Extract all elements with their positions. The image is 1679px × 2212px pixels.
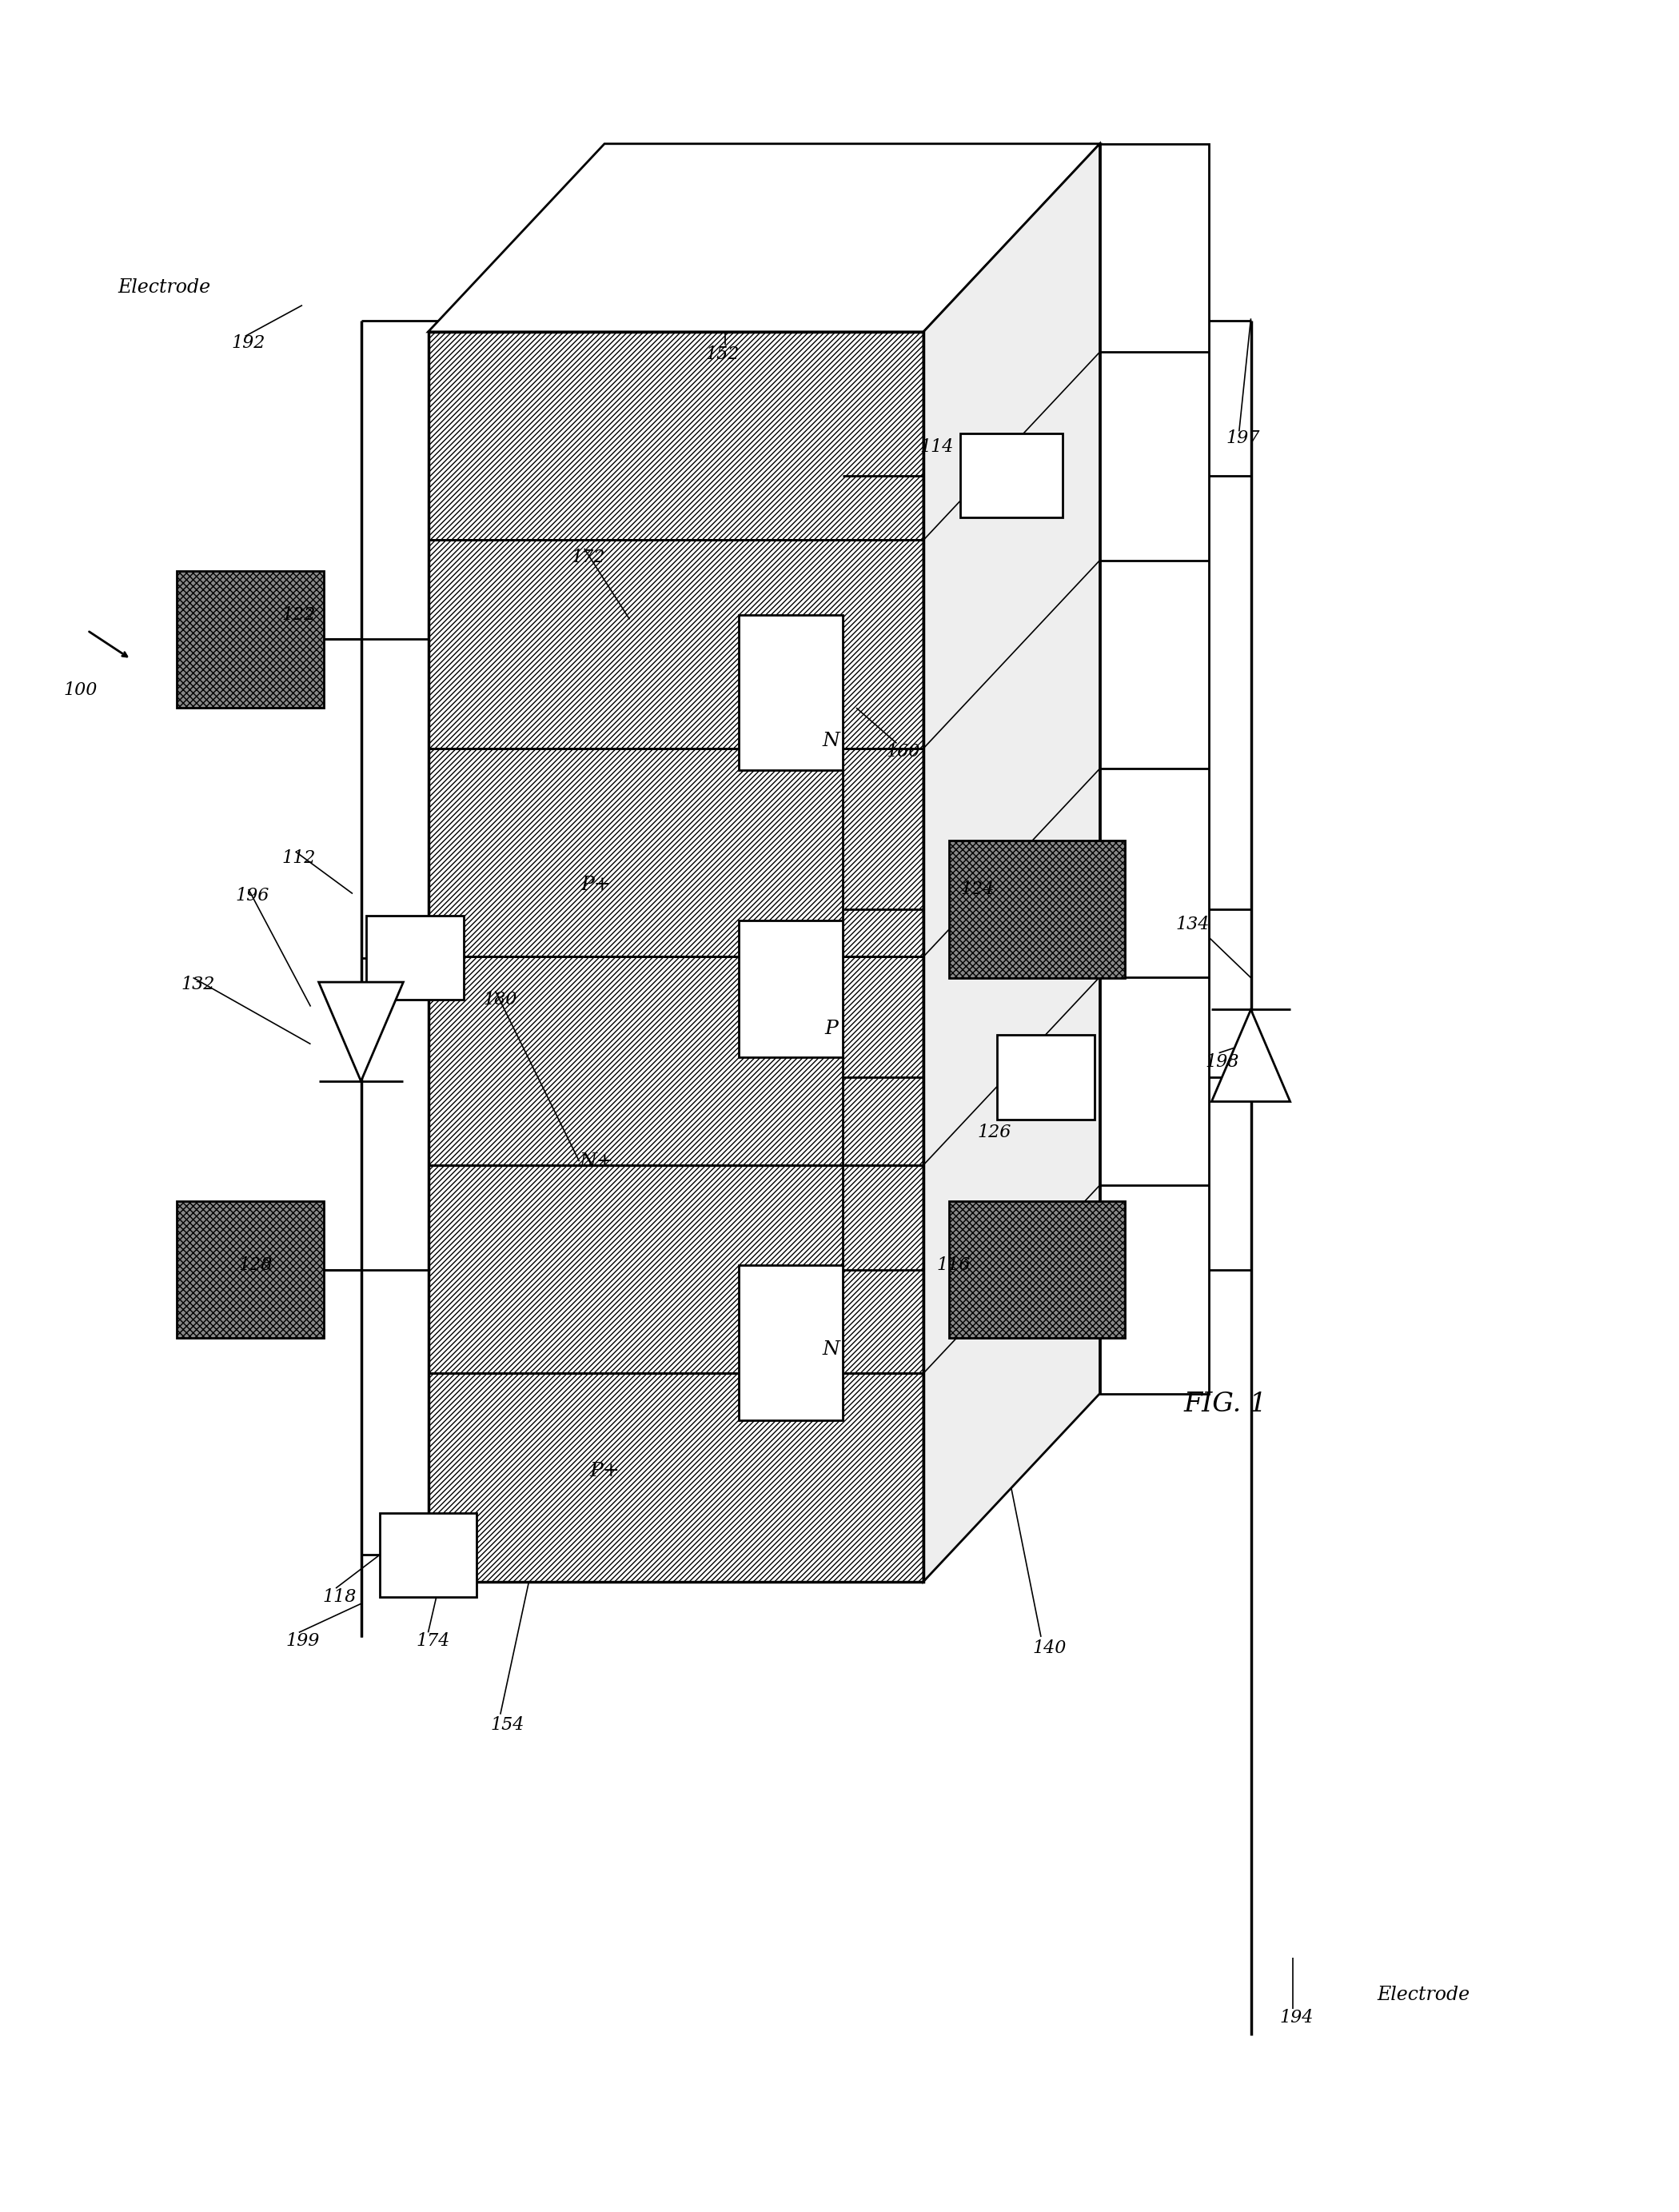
Text: 118: 118: [322, 1588, 356, 1606]
Text: 128: 128: [238, 1256, 272, 1274]
Bar: [428, 1166, 923, 1374]
Text: P+: P+: [581, 876, 611, 894]
Text: 194: 194: [1279, 2008, 1313, 2026]
Bar: [739, 1265, 843, 1420]
Text: 126: 126: [977, 1124, 1011, 1141]
Bar: [176, 1201, 324, 1338]
Text: 160: 160: [887, 743, 920, 761]
Text: 154: 154: [490, 1717, 524, 1734]
Bar: [428, 958, 923, 1166]
Polygon shape: [923, 144, 1100, 1582]
Text: N+: N+: [579, 1152, 613, 1170]
Bar: [739, 920, 843, 1057]
Text: 198: 198: [1206, 1053, 1239, 1071]
Text: 140: 140: [1033, 1639, 1066, 1657]
Bar: [949, 841, 1125, 978]
Bar: [366, 916, 463, 1000]
Bar: [428, 332, 923, 1582]
Polygon shape: [319, 982, 403, 1082]
Text: 124: 124: [960, 880, 994, 898]
Text: 114: 114: [920, 438, 954, 456]
Text: 199: 199: [285, 1632, 319, 1650]
Text: 197: 197: [1226, 429, 1259, 447]
Text: 174: 174: [416, 1632, 450, 1650]
Text: 112: 112: [282, 849, 316, 867]
Bar: [176, 571, 324, 708]
Bar: [428, 1374, 923, 1582]
Bar: [428, 332, 923, 540]
Text: P+: P+: [589, 1462, 620, 1480]
Text: N: N: [823, 1340, 840, 1358]
Bar: [1100, 144, 1209, 1394]
Text: FIG. 1: FIG. 1: [1184, 1391, 1268, 1418]
Bar: [960, 434, 1063, 518]
Text: Electrode: Electrode: [1377, 1986, 1469, 2004]
Text: 116: 116: [937, 1256, 970, 1274]
Text: 172: 172: [571, 549, 604, 566]
Text: 134: 134: [1175, 916, 1209, 933]
Text: N: N: [823, 732, 840, 750]
Text: 180: 180: [484, 991, 517, 1009]
Bar: [428, 540, 923, 748]
Text: 196: 196: [235, 887, 269, 905]
Polygon shape: [428, 144, 1100, 332]
Bar: [379, 1513, 477, 1597]
Text: 152: 152: [705, 345, 739, 363]
Polygon shape: [1212, 1009, 1289, 1102]
Text: P: P: [824, 1020, 838, 1037]
Bar: [739, 615, 843, 770]
Text: 100: 100: [64, 681, 97, 699]
Bar: [997, 1035, 1095, 1119]
Text: Electrode: Electrode: [118, 279, 212, 296]
Text: 122: 122: [282, 606, 316, 624]
Text: 132: 132: [181, 975, 215, 993]
Bar: [428, 748, 923, 958]
Text: 192: 192: [232, 334, 265, 352]
Bar: [949, 1201, 1125, 1338]
